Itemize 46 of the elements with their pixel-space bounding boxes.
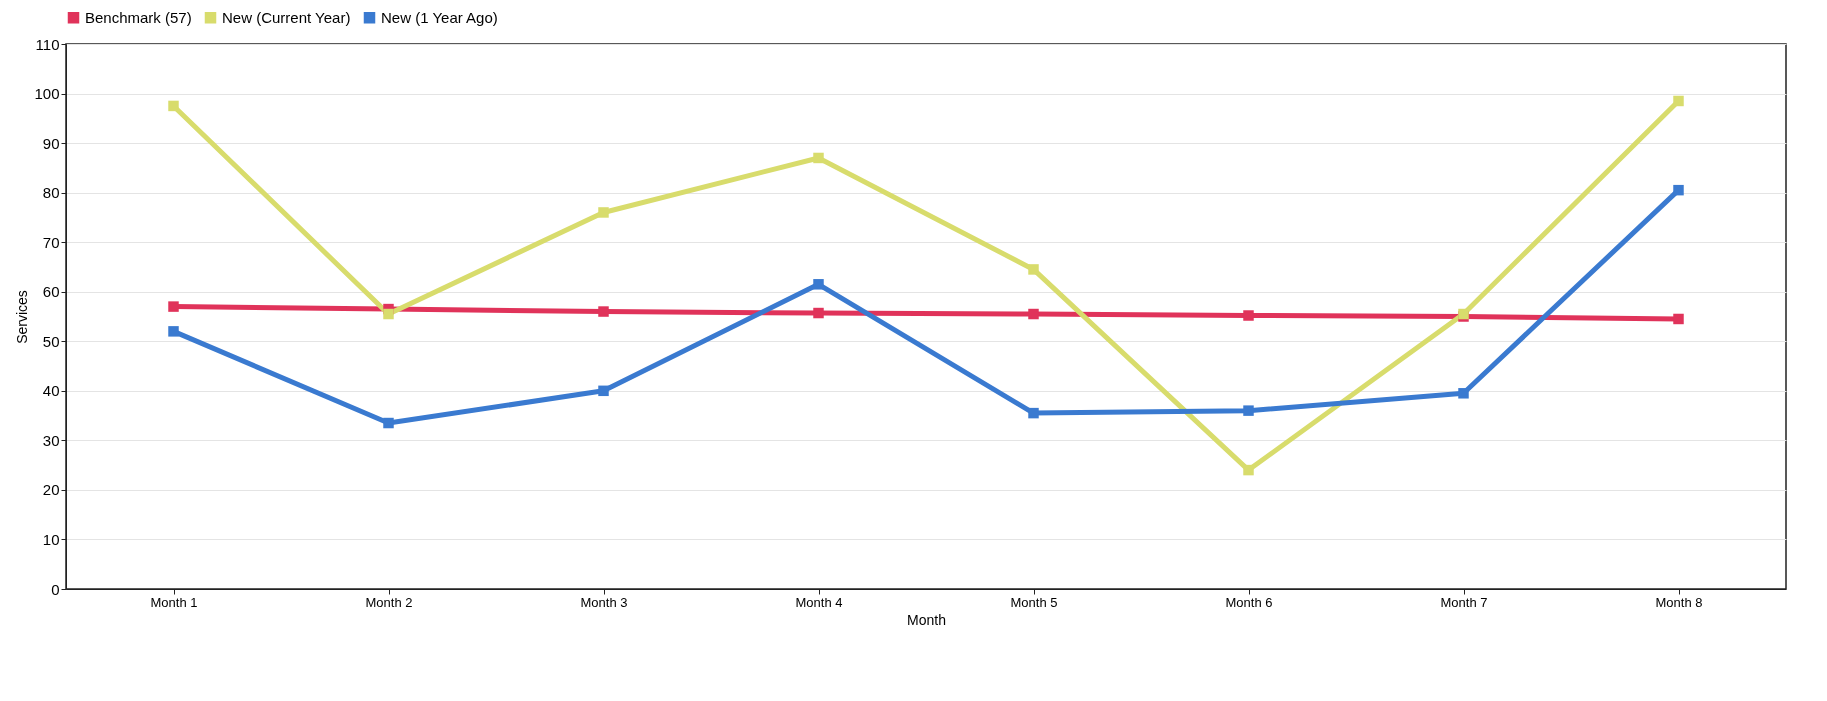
x-tick-label: Month 3 [580,594,628,610]
point [1028,308,1039,320]
point [1243,405,1254,416]
y-tick-label: 60 [42,283,60,301]
x-tick-label: Month 8 [1655,594,1703,610]
point [598,207,609,218]
point [813,307,824,319]
point [1673,95,1684,107]
point [383,308,394,320]
y-tick-label: 20 [42,481,60,499]
x-tick-label: Month 5 [1010,594,1058,610]
y-tick-label: 70 [42,233,60,251]
point [813,152,824,164]
x-tick-label: Month 7 [1440,594,1488,610]
y-tick-label: 0 [51,580,60,598]
y-tick-label: 80 [42,184,60,202]
x-tick-label: Month 1 [150,594,198,610]
legend-label: New (1 Year Ago) [381,8,498,26]
x-tick-label: Month 2 [365,594,413,610]
y-tick-label: 100 [34,85,60,103]
legend-label: New (Current Year) [222,8,351,26]
point [1673,313,1684,325]
point [1673,184,1684,196]
x-axis-title: Month [907,611,946,628]
y-tick-label: 110 [35,35,60,53]
point [598,306,609,317]
y-tick-label: 50 [42,332,60,350]
point [1243,464,1254,476]
y-tick-label: 40 [42,382,60,400]
x-tick-label: Month 6 [1225,594,1273,610]
point [383,417,394,429]
y-tick-label: 10 [42,530,60,548]
y-tick-label: 90 [42,134,60,152]
x-tick-label: Month 4 [795,594,843,610]
point [1028,407,1039,419]
point [598,385,609,397]
y-axis-title: Services [14,290,31,344]
point [168,326,179,337]
legend-label: Benchmark (57) [85,8,192,26]
point [1028,264,1039,275]
point [168,301,179,312]
point [1458,388,1469,399]
point [168,100,179,112]
point [813,279,824,290]
y-tick-label: 30 [42,431,60,449]
point [1243,310,1254,321]
